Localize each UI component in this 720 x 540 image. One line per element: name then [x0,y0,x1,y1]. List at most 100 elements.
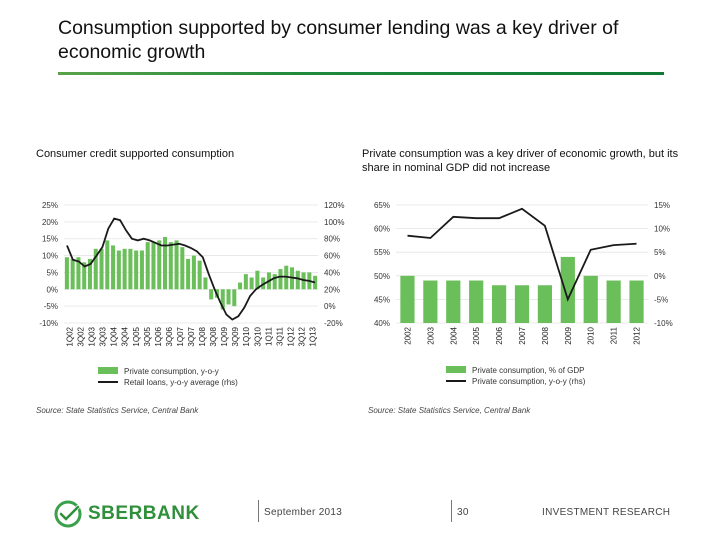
bar [145,242,150,290]
title-rule [58,72,664,75]
x-tick-label: 3Q12 [297,326,306,346]
x-tick-label: 1Q13 [308,326,317,346]
bar [209,289,214,300]
x-tick-label: 2004 [449,326,458,344]
bar [606,280,621,323]
x-tick-label: 3Q03 [99,326,108,346]
bar [174,240,179,290]
y-right-tick-label: 10% [654,225,670,234]
y-left-tick-label: -10% [39,319,58,328]
y-right-tick-label: -5% [654,295,668,304]
x-tick-label: 2005 [472,326,481,344]
y-left-tick-label: -5% [44,302,58,311]
bar [491,285,507,323]
bar [168,242,173,290]
bar [583,275,598,323]
bar [111,245,116,290]
x-tick-label: 2006 [495,326,504,344]
bar [203,277,208,290]
footer-separator [258,500,259,522]
y-left-tick-label: 60% [374,225,390,234]
bar [139,250,144,290]
legend-label: Retail loans, y-o-y average (rhs) [124,378,238,387]
y-left-tick-label: 40% [374,319,390,328]
legend-swatch-bar [446,366,466,373]
footer-separator [451,500,452,522]
y-right-tick-label: 0% [324,302,336,311]
y-left-tick-label: 20% [42,218,58,227]
y-left-tick-label: 5% [46,268,58,277]
x-tick-label: 2002 [403,326,412,344]
x-tick-label: 1Q04 [110,326,119,346]
bar [629,280,644,323]
y-right-tick-label: 40% [324,268,340,277]
x-tick-label: 2010 [587,326,596,344]
x-tick-label: 3Q02 [77,326,86,346]
bar [105,240,110,290]
y-right-tick-label: 120% [324,201,344,210]
y-right-tick-label: 100% [324,218,344,227]
bar [186,258,191,290]
y-right-tick-label: 20% [324,285,340,294]
y-right-tick-label: 60% [324,252,340,261]
bar [278,269,283,290]
x-tick-label: 3Q06 [165,326,174,346]
bar [76,257,81,290]
x-tick-label: 1Q07 [176,326,185,346]
bar [220,289,225,310]
bar [423,280,438,323]
bar [295,270,300,290]
right-chart-source: Source: State Statistics Service, Centra… [368,406,531,415]
y-right-tick-label: 15% [654,201,670,210]
bar [180,247,185,290]
x-tick-label: 2011 [610,326,619,344]
x-tick-label: 1Q12 [286,326,295,346]
bar [122,248,127,290]
bar [313,275,318,290]
footer-department: INVESTMENT RESEARCH [542,507,671,518]
bar [243,274,248,290]
bar [232,289,237,307]
x-tick-label: 1Q05 [132,326,141,346]
x-tick-label: 3Q07 [187,326,196,346]
bar [64,257,69,290]
y-left-tick-label: 10% [42,252,58,261]
bar [255,270,260,290]
x-tick-label: 2003 [426,326,435,344]
page-title: Consumption supported by consumer lendin… [58,17,619,63]
right-chart: 65% 60% 55% 50% 45% 40% 15% 10% 5% 0% -5% -10% 2002 2… [374,201,673,386]
bar [151,242,156,290]
bar [157,240,162,290]
left-chart: 25% 20% 15% 10% 5% 0% -5% -10% 120% 100% 80% 60% 40%… [39,201,344,387]
logo-text: SBERBANK [88,503,200,524]
x-tick-label: 1Q08 [198,326,207,346]
legend-label: Private consumption, % of GDP [472,366,585,375]
y-left-tick-label: 15% [42,235,58,244]
right-chart-subtitle: Private consumption was a key driver of … [362,148,679,174]
bar [191,255,196,290]
series-line [66,217,316,321]
bar [400,275,415,323]
x-tick-label: 2009 [564,326,573,344]
y-right-tick-label: -20% [324,319,343,328]
bar [537,285,553,323]
y-left-tick-label: 65% [374,201,390,210]
bar [116,250,121,290]
x-tick-label: 1Q11 [264,326,273,346]
y-left-tick-label: 55% [374,248,390,257]
bar [560,256,575,323]
x-tick-label: 3Q10 [253,326,262,346]
y-right-tick-label: 0% [654,272,666,281]
x-tick-label: 3Q04 [121,326,130,346]
legend-label: Private consumption, y-o-y [124,367,219,376]
y-right-tick-label: -10% [654,319,673,328]
left-chart-subtitle: Consumer credit supported consumption [36,148,235,160]
x-tick-label: 2012 [633,326,642,344]
y-right-tick-label: 80% [324,235,340,244]
bar [163,237,168,290]
x-tick-label: 3Q05 [143,326,152,346]
footer-date: September 2013 [264,507,343,518]
x-tick-label: 2007 [518,326,527,344]
bar [197,260,202,290]
x-tick-label: 3Q09 [231,326,240,346]
